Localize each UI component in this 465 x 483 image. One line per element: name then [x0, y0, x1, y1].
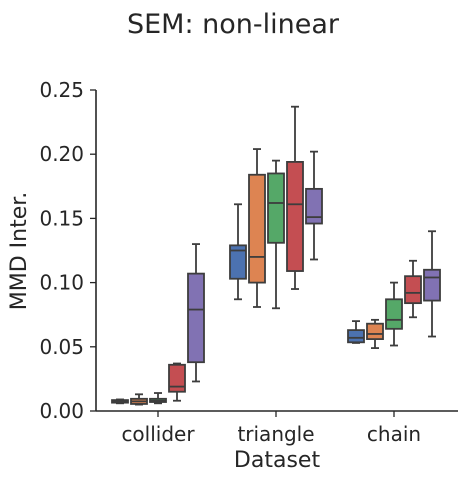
iqr-box [347, 329, 365, 344]
iqr-box [248, 173, 266, 284]
box-chain-1 [366, 318, 384, 349]
iqr-box [187, 272, 205, 364]
box-chain-0 [347, 320, 365, 344]
y-tick-label: 0.25 [39, 78, 84, 102]
y-tick-label: 0.05 [39, 335, 84, 359]
x-tick-label: triangle [237, 422, 314, 446]
box-triangle-0 [229, 203, 247, 301]
y-axis-ticks: 0.00 0.05 0.10 0.15 0.20 0.25 [39, 78, 96, 423]
y-axis-label: MMD Inter. [7, 192, 32, 311]
x-tick-label: chain [367, 422, 421, 446]
box-triangle-1 [248, 148, 266, 308]
box-collider-3 [168, 362, 186, 402]
y-tick-label: 0.20 [39, 142, 84, 166]
iqr-box [423, 268, 441, 302]
iqr-box [305, 187, 323, 225]
x-tick-label: collider [121, 422, 195, 446]
box-triangle-3 [286, 105, 304, 290]
box-triangle-4 [305, 150, 323, 261]
x-axis-ticks: collider triangle chain [121, 411, 421, 446]
iqr-box [286, 161, 304, 272]
box-collider-1 [130, 393, 148, 406]
box-chain-3 [404, 259, 422, 319]
box-triangle-2 [267, 159, 285, 310]
y-tick-label: 0.00 [39, 399, 84, 423]
iqr-box [404, 275, 422, 305]
iqr-box [385, 298, 403, 330]
x-axis-label: Dataset [234, 448, 321, 473]
chart-title: SEM: non-linear [127, 9, 340, 40]
iqr-box [168, 363, 186, 393]
box-group [111, 105, 441, 406]
box-collider-2 [149, 392, 167, 405]
box-collider-0 [111, 398, 129, 405]
box-chain-2 [385, 281, 403, 347]
box-collider-4 [187, 243, 205, 383]
iqr-box [229, 244, 247, 280]
box-chain-4 [423, 230, 441, 338]
iqr-box [267, 172, 285, 244]
iqr-box [366, 322, 384, 340]
y-tick-label: 0.15 [39, 206, 84, 230]
y-tick-label: 0.10 [39, 271, 84, 295]
